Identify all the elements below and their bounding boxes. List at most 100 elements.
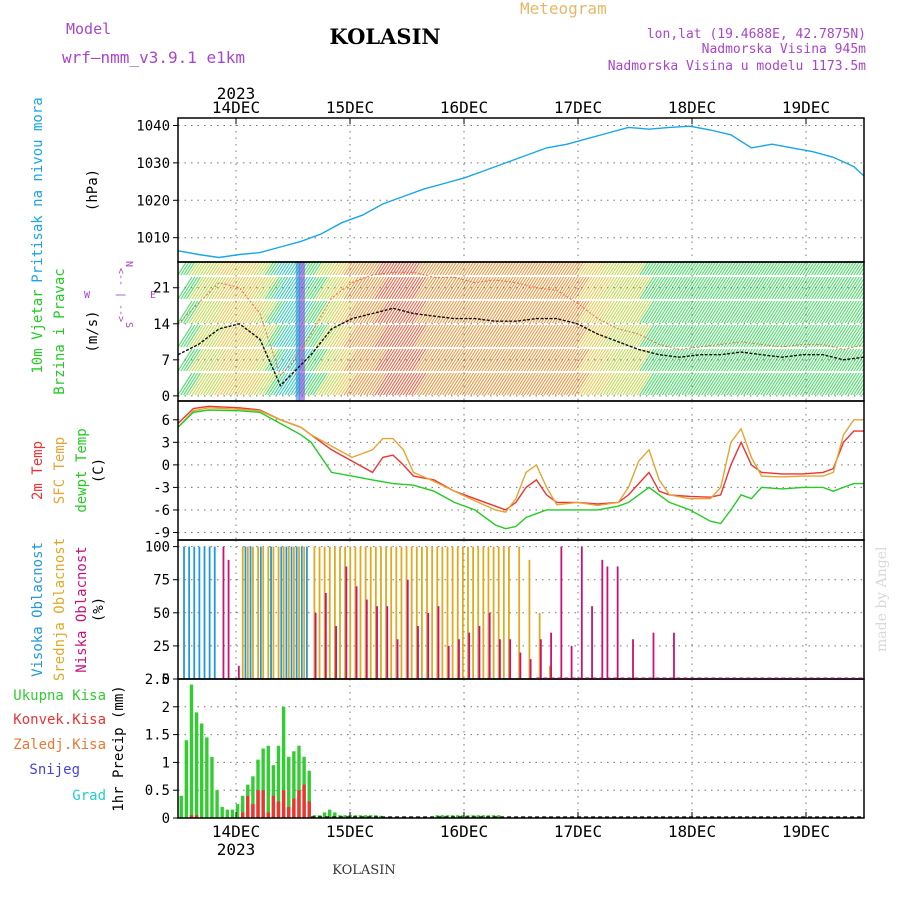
wind-barb (340, 262, 351, 276)
wind-barb (687, 300, 703, 324)
wind-barb (442, 348, 458, 372)
wind-barb (656, 300, 672, 324)
wind-barb (766, 262, 776, 276)
wind-barb (619, 262, 629, 276)
wind-barb (211, 276, 227, 300)
wind-barb (622, 348, 638, 372)
calm-marker-band (295, 262, 300, 401)
wind-barb (701, 348, 717, 372)
wind-barb (726, 372, 742, 396)
wind-barb (802, 324, 818, 348)
wind-barb (315, 276, 331, 300)
wind-barb (430, 324, 446, 348)
wind-barb (763, 372, 779, 396)
wind-barb (777, 348, 793, 372)
wind-barb (842, 348, 857, 372)
bar-srednja-oblacnost (298, 546, 300, 679)
wind-barb (205, 324, 221, 348)
wind-barb (625, 324, 641, 348)
wind-barb (549, 372, 565, 396)
wind-barb (422, 276, 438, 300)
wind-barb (681, 262, 691, 276)
bar-konvek-kisa (276, 801, 281, 818)
wind-barb (616, 372, 632, 396)
wind-barb (250, 372, 266, 396)
wind-barb (250, 276, 266, 300)
wind-barb (478, 300, 494, 324)
bar-niska-oblacnost (427, 612, 430, 679)
wind-barb (422, 372, 438, 396)
wind-barb (185, 324, 201, 348)
wind-barb (349, 276, 365, 300)
wind-barb (487, 372, 503, 396)
wind-barb (178, 262, 187, 276)
wind-barb (774, 262, 784, 276)
wind-barb (332, 372, 348, 396)
wind-barb (242, 372, 258, 396)
wind-barb (467, 324, 483, 348)
y-axis-label: 2m Temp (30, 441, 46, 500)
wind-barb (506, 262, 517, 276)
wind-barb (211, 372, 227, 396)
wind-barb (746, 348, 762, 372)
wind-barb (267, 300, 283, 324)
wind-barb (659, 324, 674, 348)
wind-barb (850, 277, 864, 300)
wind-barb (335, 276, 351, 300)
wind-barb (225, 372, 241, 396)
wind-barb (540, 262, 551, 276)
wind-barb (549, 348, 565, 372)
wind-barb (751, 348, 767, 372)
wind-barb (247, 348, 263, 372)
wind-barb (512, 300, 528, 324)
wind-barb (844, 276, 860, 300)
wind-barb (768, 324, 784, 348)
wind-barb (245, 262, 255, 276)
wind-barb (214, 262, 224, 276)
altitude-label: Nadmorska Visina 945m (702, 42, 867, 57)
y-tick-label: 6 (162, 413, 170, 429)
wind-barb (453, 262, 463, 276)
wind-barb (785, 262, 796, 276)
wind-barb (689, 348, 705, 372)
wind-barb (504, 348, 520, 372)
wind-barb (732, 372, 748, 396)
wind-barb (253, 300, 269, 324)
bar-srednja-oblacnost (472, 546, 475, 679)
x-day-label-top: 19DEC (782, 98, 830, 117)
wind-barb (498, 324, 514, 348)
wind-barb (540, 276, 556, 300)
wind-barb (611, 348, 627, 372)
wind-barb (309, 262, 320, 276)
wind-barb (602, 348, 618, 372)
wind-barb (208, 262, 218, 276)
wind-barb (416, 372, 432, 396)
wind-barb (695, 300, 711, 324)
wind-barb (312, 300, 328, 324)
wind-barb (312, 348, 328, 372)
wind-barb (633, 300, 649, 324)
wind-barb (670, 372, 686, 396)
wind-barb (492, 276, 508, 300)
wind-barb (642, 372, 658, 396)
wind-barb (661, 324, 677, 348)
wind-barb (594, 372, 610, 396)
wind-barb (802, 300, 818, 324)
wind-barb (706, 372, 722, 396)
wind-barb (718, 300, 734, 324)
wind-barb (836, 262, 846, 276)
wind-barb (245, 348, 261, 372)
wind-barb (844, 262, 855, 276)
wind-barb (625, 262, 635, 276)
wind-barb (585, 300, 601, 324)
y-axis-label: (%) (91, 597, 107, 622)
wind-barb (183, 262, 193, 276)
wind-barb (247, 372, 263, 396)
wind-barb (191, 372, 207, 396)
wind-barb (343, 372, 359, 396)
wind-barb (574, 372, 590, 396)
bar-niska-oblacnost (376, 606, 378, 679)
wind-barb (509, 300, 525, 324)
wind-barb (394, 348, 410, 372)
